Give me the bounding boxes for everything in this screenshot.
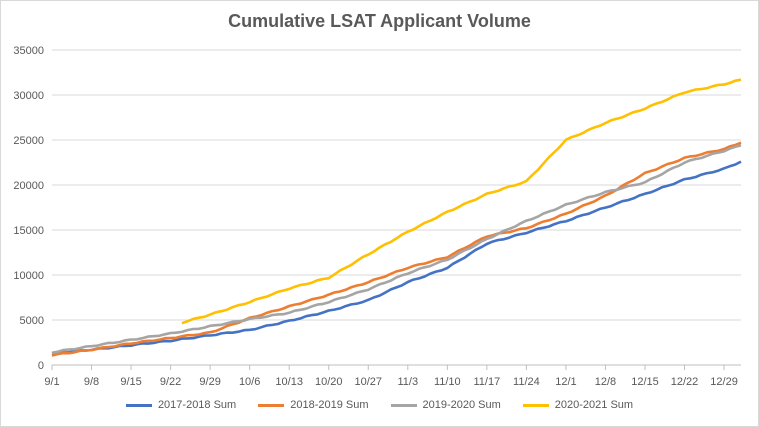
- legend-item: 2018-2019 Sum: [258, 399, 369, 411]
- x-tick-label: 12/29: [710, 376, 738, 388]
- legend-swatch: [125, 403, 152, 407]
- legend-label: 2019-2020 Sum: [422, 399, 501, 411]
- chart-title: Cumulative LSAT Applicant Volume: [228, 11, 531, 31]
- legend-item: 2020-2021 Sum: [522, 399, 634, 411]
- x-tick-label: 9/8: [84, 376, 99, 388]
- legend-swatch: [390, 403, 417, 407]
- x-tick-label: 11/10: [434, 376, 461, 388]
- x-tick-label: 12/22: [671, 376, 699, 388]
- x-tick-label: 12/8: [595, 376, 616, 388]
- series-line-2017-2018-sum: [51, 160, 742, 355]
- x-tick-label: 11/17: [474, 376, 501, 388]
- axes: 0 5000 10000 15000 20000 25000 30000 35000 9/1 9/…: [13, 45, 741, 388]
- legend-item: 2019-2020 Sum: [390, 399, 501, 411]
- legend-label: 2017-2018 Sum: [157, 399, 237, 411]
- y-tick-label: 30000: [13, 90, 44, 102]
- legend-item: 2017-2018 Sum: [125, 399, 237, 411]
- legend-swatch: [258, 403, 285, 407]
- series-lines: [51, 78, 742, 357]
- x-tick-label: 9/22: [160, 376, 181, 388]
- x-tick-label: 12/15: [631, 376, 659, 388]
- x-tick-label: 9/29: [199, 376, 220, 388]
- series-line-2019-2020-sum: [51, 144, 742, 355]
- y-tick-label: 25000: [13, 135, 44, 147]
- x-tick-label: 10/6: [239, 376, 260, 388]
- legend-swatch: [522, 403, 549, 407]
- x-tick-label: 12/1: [555, 376, 576, 388]
- series-line-2018-2019-sum: [51, 141, 742, 357]
- legend-label: 2018-2019 Sum: [290, 399, 369, 411]
- x-tick-label: 9/1: [44, 376, 59, 388]
- y-tick-label: 5000: [20, 315, 44, 327]
- x-tick-label: 11/24: [513, 376, 540, 388]
- y-tick-label: 35000: [13, 45, 44, 57]
- x-tick-label: 10/20: [315, 376, 343, 388]
- x-tick-label: 11/3: [397, 376, 418, 388]
- y-tick-label: 10000: [13, 270, 44, 282]
- x-tick-label: 10/27: [354, 376, 382, 388]
- x-tick-label: 9/15: [120, 376, 141, 388]
- y-tick-label: 15000: [13, 225, 44, 237]
- series-line-2020-2021-sum: [181, 78, 742, 325]
- y-tick-label: 0: [38, 360, 44, 372]
- legend-label: 2020-2021 Sum: [554, 399, 634, 411]
- legend: 2017-2018 Sum 2018-2019 Sum 2019-2020 Sum 2…: [1, 399, 758, 411]
- y-tick-label: 20000: [13, 180, 44, 192]
- x-tick-label: 10/13: [275, 376, 303, 388]
